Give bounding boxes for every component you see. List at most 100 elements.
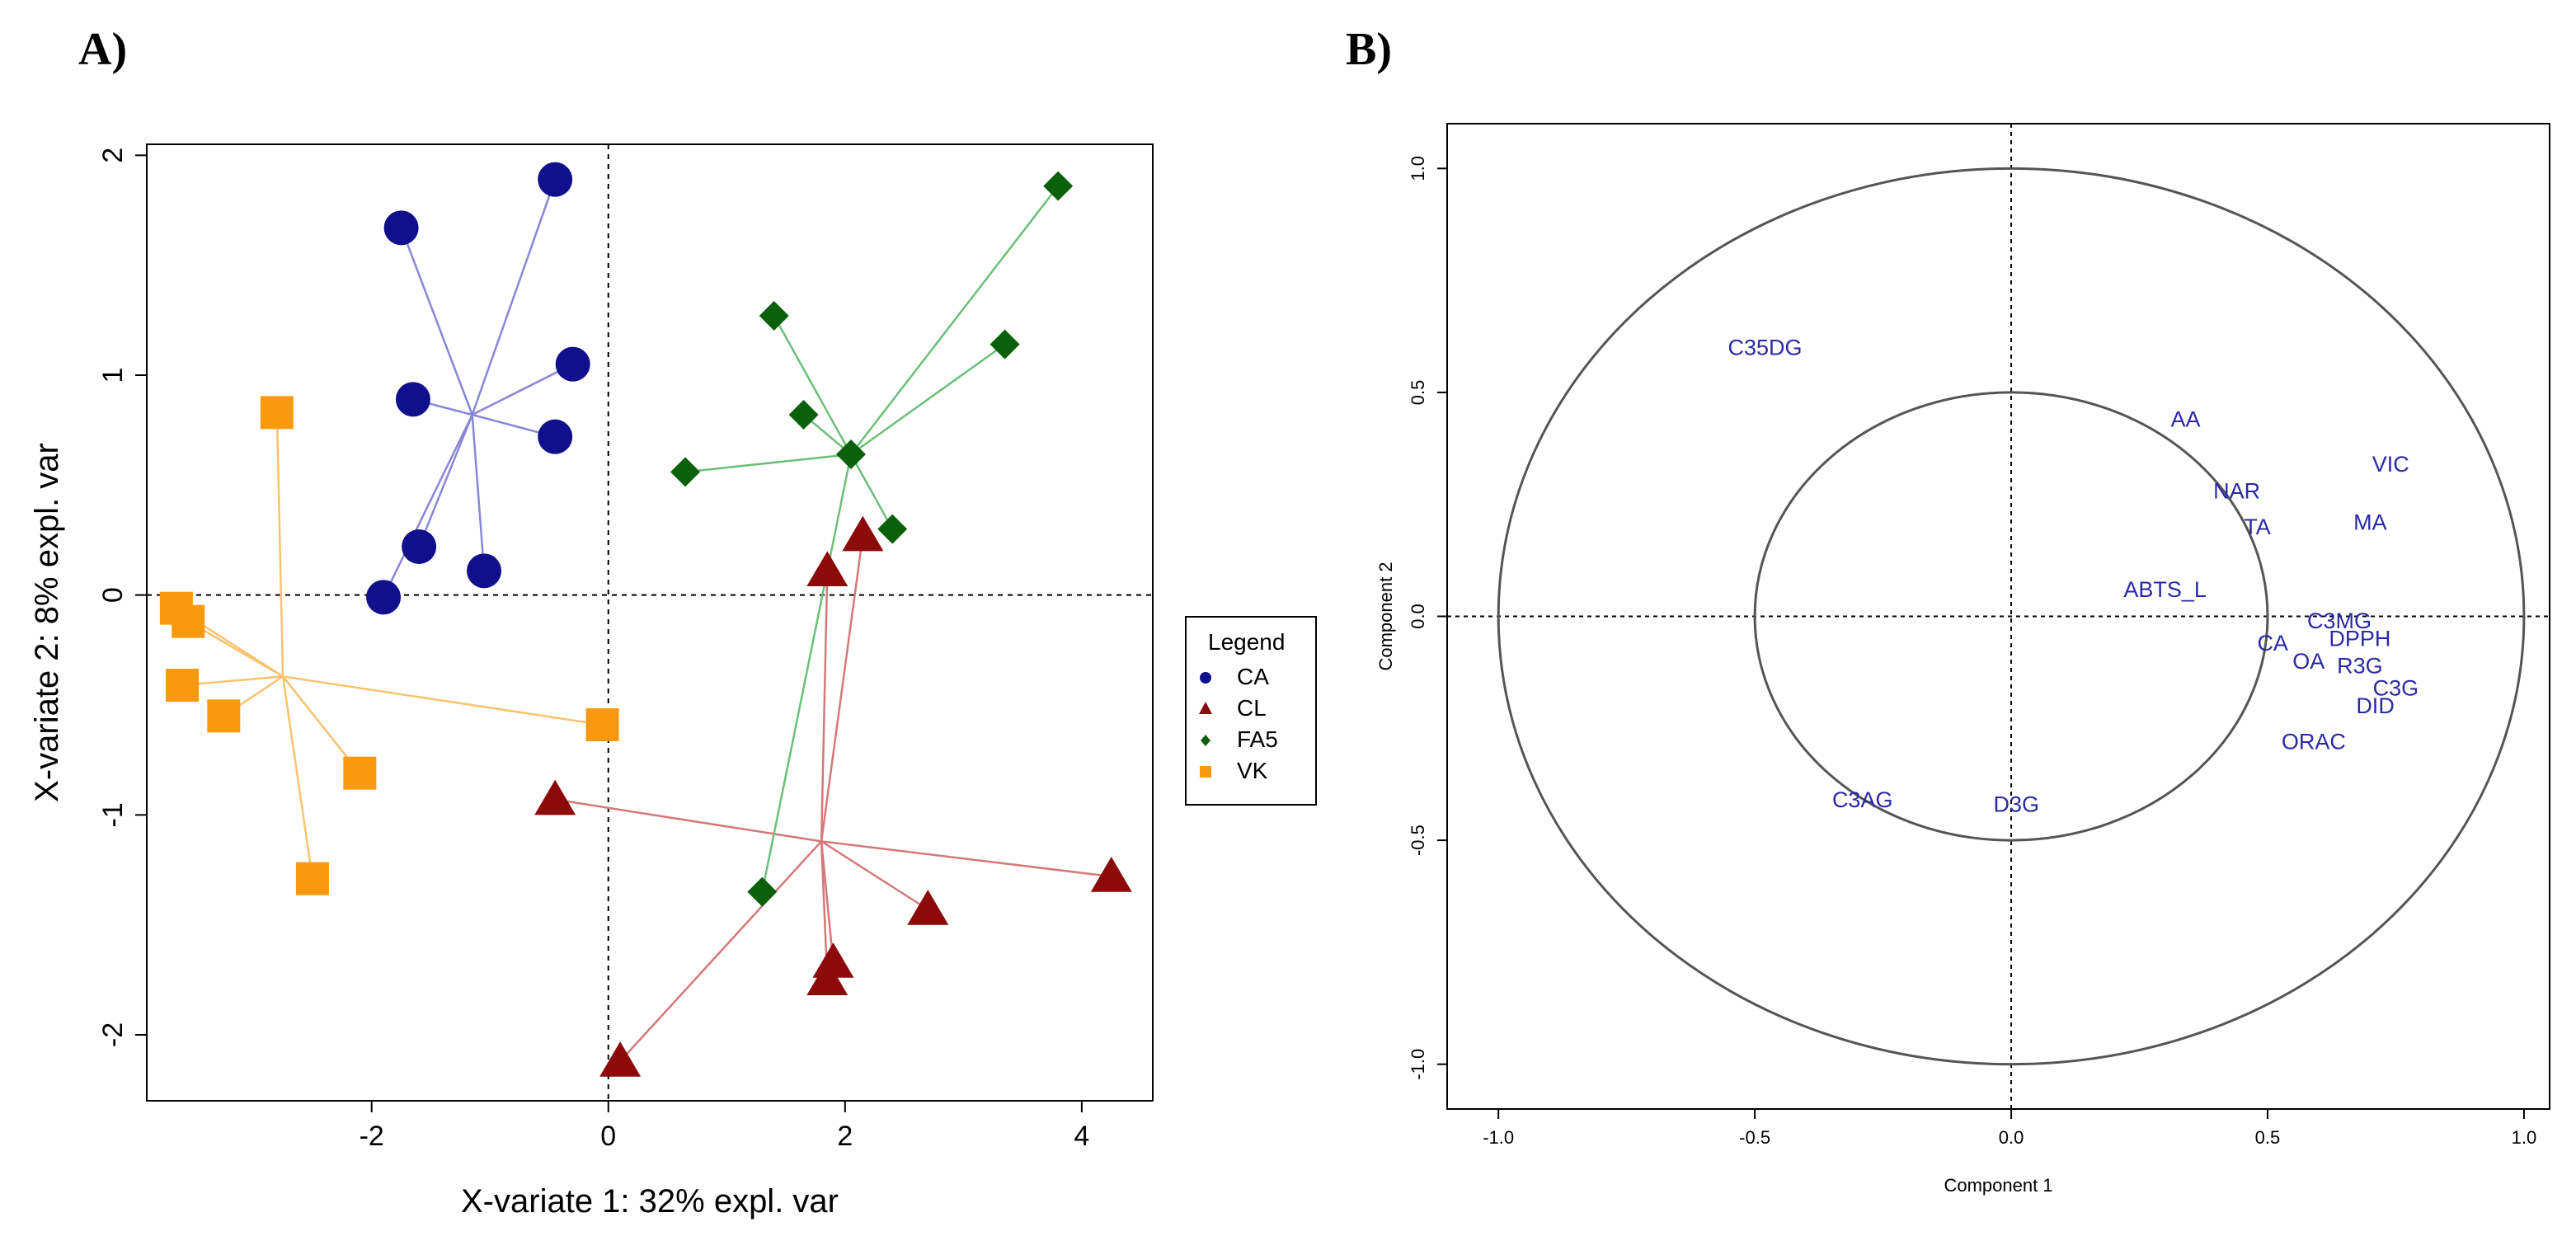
x-tick-label: -1.0 [1483, 1127, 1514, 1148]
panel-a-ticks: -2 0 2 4 -2 -1 0 1 2 [97, 148, 1089, 1152]
spider-line-fa5 [850, 343, 1006, 456]
point-ca [538, 162, 573, 197]
legend-swatch-vk [1200, 766, 1211, 778]
panel-a-label: A) [78, 24, 127, 75]
legend-label-fa5: FA5 [1237, 726, 1278, 752]
y-tick-label: 1 [97, 368, 129, 383]
panel-b-frame [1446, 123, 2550, 1110]
panel-b-x-axis-title: Component 1 [1944, 1175, 2052, 1196]
panel-b-plot: -1.0 -0.5 0.0 0.5 1.0 -1.0 -0.5 0.0 0.5 1.0 C35DG… [1375, 123, 2550, 1196]
spider-line-fa5 [850, 185, 1060, 455]
point-cl [806, 960, 848, 996]
spider-line-fa5 [849, 454, 894, 530]
point-cl [1090, 857, 1132, 892]
variable-label-c3ag: C3AG [1832, 787, 1893, 812]
spider-line-vk [281, 676, 314, 879]
x-tick-label: 0 [600, 1121, 616, 1152]
y-tick-label: -0.5 [1408, 825, 1428, 856]
point-ca [395, 382, 430, 417]
variable-label-ma: MA [2353, 510, 2387, 534]
spider-line-vk [181, 675, 284, 687]
legend-title: Legend [1208, 629, 1285, 655]
variable-label-abts-l: ABTS_L [2123, 577, 2207, 602]
panel-b-y-axis-title: Component 2 [1375, 562, 1396, 670]
point-fa5 [747, 876, 778, 907]
x-tick-label: 2 [837, 1121, 853, 1152]
point-fa5 [1043, 171, 1074, 201]
variable-label-oa: OA [2292, 649, 2325, 674]
spider-line-fa5 [761, 454, 853, 892]
panel-a-points [159, 162, 1132, 1077]
point-vk [172, 604, 205, 638]
point-ca [555, 346, 590, 382]
point-fa5 [877, 514, 908, 544]
panel-a-y-axis-title: X-variate 2: 8% expl. var [29, 443, 65, 802]
x-tick-label: 0.0 [1999, 1127, 2024, 1148]
plot-frame [146, 143, 1154, 1102]
point-ca [467, 553, 502, 589]
panel-b-label: B) [1346, 24, 1392, 75]
y-tick-label: 0.5 [1408, 380, 1428, 406]
y-tick-label: 2 [97, 148, 129, 163]
spider-line-cl [820, 840, 928, 911]
variable-label-d3g: D3G [1993, 792, 2039, 817]
panel-a-x-axis-title: X-variate 1: 32% expl. var [461, 1183, 839, 1220]
spider-line-cl [820, 571, 829, 842]
y-tick-label: -2 [97, 1022, 129, 1047]
legend-label-vk: VK [1237, 758, 1268, 783]
spider-line-vk [275, 412, 284, 677]
spider-line-fa5 [684, 453, 852, 473]
correlation-circle-r1 [1497, 167, 2526, 1066]
legend-swatch-cl [1199, 702, 1212, 714]
variable-label-dpph: DPPH [2329, 627, 2390, 651]
point-vk [343, 756, 377, 790]
x-tick-label: -0.5 [1739, 1127, 1770, 1148]
point-ca [366, 580, 402, 615]
point-vk [166, 669, 200, 702]
x-tick-label: 4 [1074, 1121, 1089, 1152]
variable-label-c3mg: C3MG [2307, 609, 2372, 633]
point-vk [207, 699, 241, 733]
panel-a-spider-lines [176, 179, 1112, 1062]
variable-label-orac: ORAC [2282, 730, 2346, 754]
x-tick-label: 1.0 [2512, 1127, 2537, 1148]
panel-a-frame [146, 143, 1154, 1102]
x-tick-label: -2 [360, 1121, 384, 1152]
spider-line-ca [471, 414, 486, 571]
point-fa5 [759, 301, 789, 331]
variable-label-c35dg: C35DG [1728, 336, 1803, 360]
point-fa5 [836, 439, 866, 469]
point-cl [534, 779, 576, 815]
variable-label-ta: TA [2244, 515, 2271, 539]
point-cl [842, 515, 884, 552]
spider-line-ca [472, 363, 574, 416]
point-cl [806, 551, 848, 587]
point-ca [383, 210, 419, 246]
spider-line-cl [820, 535, 864, 842]
point-cl [907, 890, 949, 925]
variable-label-did: DID [2356, 693, 2395, 718]
spider-line-fa5 [773, 315, 853, 455]
spider-line-vk [282, 675, 603, 726]
spider-line-ca [400, 227, 473, 416]
variable-label-vic: VIC [2372, 452, 2409, 477]
panel-b-correlation-circles [1497, 167, 2526, 1066]
y-tick-label: -1 [97, 802, 129, 827]
point-ca [538, 419, 573, 454]
y-tick-label: 1.0 [1408, 156, 1428, 181]
variable-label-ca: CA [2257, 631, 2288, 656]
variable-label-c3g: C3G [2373, 675, 2419, 700]
spider-line-ca [471, 179, 557, 416]
y-tick-label: 0 [97, 587, 129, 603]
spider-line-ca [417, 414, 473, 548]
spider-line-cl [619, 840, 823, 1062]
spider-line-cl [554, 798, 822, 843]
spider-line-cl [820, 841, 834, 963]
variable-label-nar: NAR [2213, 478, 2260, 503]
panel-b-ticks: -1.0 -0.5 0.0 0.5 1.0 -1.0 -0.5 0.0 0.5 1.0 [1408, 156, 2536, 1148]
point-vk [295, 862, 329, 895]
y-tick-label: -1.0 [1408, 1049, 1428, 1080]
x-tick-label: 0.5 [2255, 1127, 2281, 1148]
